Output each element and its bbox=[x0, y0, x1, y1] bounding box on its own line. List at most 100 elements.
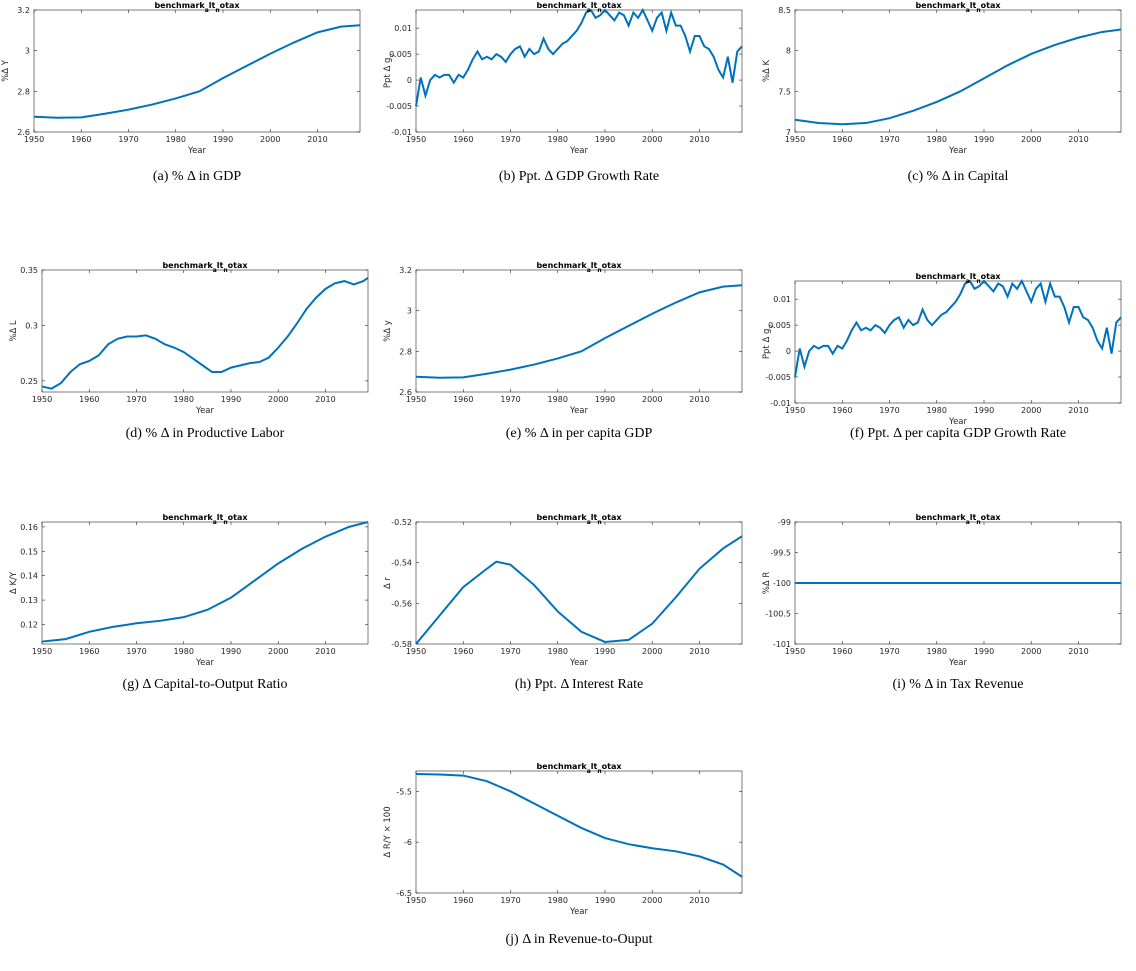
x-tick-label: 1970 bbox=[118, 135, 138, 144]
y-tick-label: 3 bbox=[25, 47, 30, 56]
x-tick-label: 1960 bbox=[832, 647, 852, 656]
y-tick-label: -0.005 bbox=[386, 102, 412, 111]
y-tick-label: 2.8 bbox=[17, 87, 30, 96]
x-tick-label: 1950 bbox=[32, 395, 52, 404]
x-tick-label: 2000 bbox=[642, 135, 662, 144]
plot-area bbox=[41, 269, 369, 393]
x-tick-label: 1970 bbox=[879, 647, 899, 656]
x-tick-label: 1990 bbox=[221, 647, 241, 656]
x-tick-label: 1950 bbox=[406, 135, 426, 144]
y-tick-label: 7 bbox=[786, 128, 791, 137]
x-axis-label: Year bbox=[569, 907, 589, 917]
chart-title: benchmarkaltnotax bbox=[154, 1, 240, 14]
y-tick-label: 0.35 bbox=[20, 266, 38, 275]
x-tick-label: 1970 bbox=[126, 647, 146, 656]
x-tick-label: 2010 bbox=[315, 395, 335, 404]
data-line bbox=[415, 773, 743, 878]
y-tick-label: -0.01 bbox=[770, 399, 791, 408]
y-tick-label: -99.5 bbox=[770, 549, 791, 558]
x-tick-label: 1960 bbox=[79, 647, 99, 656]
y-tick-label: 0.13 bbox=[20, 596, 38, 605]
y-tick-label: 7.5 bbox=[778, 87, 791, 96]
x-tick-label: 1960 bbox=[71, 135, 91, 144]
x-tick-label: 2010 bbox=[689, 896, 709, 905]
x-tick-label: 1950 bbox=[24, 135, 44, 144]
x-tick-label: 1970 bbox=[500, 395, 520, 404]
y-tick-label: 0.12 bbox=[20, 620, 38, 629]
caption: (f) Ppt. Δ per capita GDP Growth Rate bbox=[850, 426, 1066, 441]
x-tick-label: 2010 bbox=[689, 395, 709, 404]
x-tick-label: 1950 bbox=[406, 395, 426, 404]
x-tick-label: 1990 bbox=[595, 395, 615, 404]
caption: (a) % Δ in GDP bbox=[153, 169, 242, 184]
x-tick-label: 1960 bbox=[453, 647, 473, 656]
x-axis-label: Year bbox=[569, 658, 589, 668]
y-tick-label: 2.6 bbox=[399, 388, 412, 397]
x-tick-label: 1950 bbox=[406, 896, 426, 905]
x-tick-label: 1960 bbox=[832, 135, 852, 144]
x-tick-label: 1990 bbox=[974, 135, 994, 144]
x-tick-label: 2010 bbox=[1068, 135, 1088, 144]
y-axis-label: %Δ K bbox=[762, 59, 772, 82]
y-tick-label: -0.01 bbox=[391, 128, 412, 137]
y-tick-label: -0.54 bbox=[391, 559, 412, 568]
caption: (h) Ppt. Δ Interest Rate bbox=[515, 677, 643, 692]
x-tick-label: 2000 bbox=[260, 135, 280, 144]
y-tick-label: 3.2 bbox=[399, 266, 412, 275]
y-tick-label: -100 bbox=[773, 579, 791, 588]
x-tick-label: 1950 bbox=[406, 647, 426, 656]
y-tick-label: -0.58 bbox=[391, 640, 412, 649]
chart-title: benchmarkaltnotax bbox=[536, 1, 622, 14]
y-tick-label: -0.52 bbox=[391, 518, 412, 527]
y-tick-label: 2.6 bbox=[17, 128, 30, 137]
plot-area bbox=[794, 280, 1122, 404]
x-tick-label: 2010 bbox=[315, 647, 335, 656]
y-tick-label: 0.01 bbox=[394, 24, 412, 33]
x-tick-label: 1980 bbox=[548, 647, 568, 656]
x-tick-label: 2000 bbox=[642, 647, 662, 656]
x-tick-label: 2010 bbox=[1068, 647, 1088, 656]
data-line bbox=[794, 28, 1122, 126]
y-axis-label: Δ r bbox=[383, 576, 393, 589]
x-tick-label: 1950 bbox=[785, 647, 805, 656]
y-tick-label: -0.56 bbox=[391, 599, 412, 608]
y-axis-label: %Δ Y bbox=[1, 59, 11, 82]
x-tick-label: 1980 bbox=[174, 647, 194, 656]
caption: (b) Ppt. Δ GDP Growth Rate bbox=[499, 169, 659, 184]
x-tick-label: 2010 bbox=[689, 647, 709, 656]
y-tick-label: 0.005 bbox=[389, 50, 412, 59]
y-axis-label: %Δ L bbox=[9, 320, 19, 342]
x-tick-label: 2010 bbox=[689, 135, 709, 144]
y-axis-label: Ppt Δ gy bbox=[383, 54, 396, 88]
y-tick-label: 0 bbox=[407, 76, 412, 85]
x-tick-label: 1970 bbox=[500, 896, 520, 905]
x-tick-label: 1990 bbox=[213, 135, 233, 144]
x-axis-label: Year bbox=[195, 658, 215, 668]
x-tick-label: 1980 bbox=[548, 395, 568, 404]
y-tick-label: -5.5 bbox=[396, 787, 412, 796]
chart-title: benchmarkaltnotax bbox=[915, 513, 1001, 526]
x-tick-label: 1990 bbox=[974, 647, 994, 656]
chart-title: benchmarkaltnotax bbox=[915, 1, 1001, 14]
y-tick-label: -6 bbox=[404, 838, 412, 847]
y-tick-label: 3 bbox=[407, 307, 412, 316]
y-tick-label: 0.15 bbox=[20, 547, 38, 556]
chart-title: benchmarkaltnotax bbox=[915, 272, 1001, 285]
y-tick-label: 3.2 bbox=[17, 6, 30, 15]
caption: (g) Δ Capital-to-Output Ratio bbox=[123, 677, 288, 692]
x-axis-label: Year bbox=[948, 417, 968, 427]
plot-area bbox=[415, 269, 743, 393]
chart-title: benchmarkaltnotax bbox=[162, 261, 248, 274]
caption: (i) % Δ in Tax Revenue bbox=[892, 677, 1023, 692]
y-tick-label: -6.5 bbox=[396, 889, 412, 898]
x-tick-label: 2000 bbox=[1021, 406, 1041, 415]
x-axis-label: Year bbox=[187, 146, 207, 156]
y-tick-label: 0.005 bbox=[768, 321, 791, 330]
x-tick-label: 1980 bbox=[927, 135, 947, 144]
x-tick-label: 1960 bbox=[453, 395, 473, 404]
y-axis-label: Ppt Δ gy bbox=[762, 325, 775, 359]
y-tick-label: 0.01 bbox=[773, 295, 791, 304]
x-tick-label: 2000 bbox=[268, 395, 288, 404]
data-line bbox=[41, 521, 369, 643]
data-line bbox=[41, 276, 369, 390]
